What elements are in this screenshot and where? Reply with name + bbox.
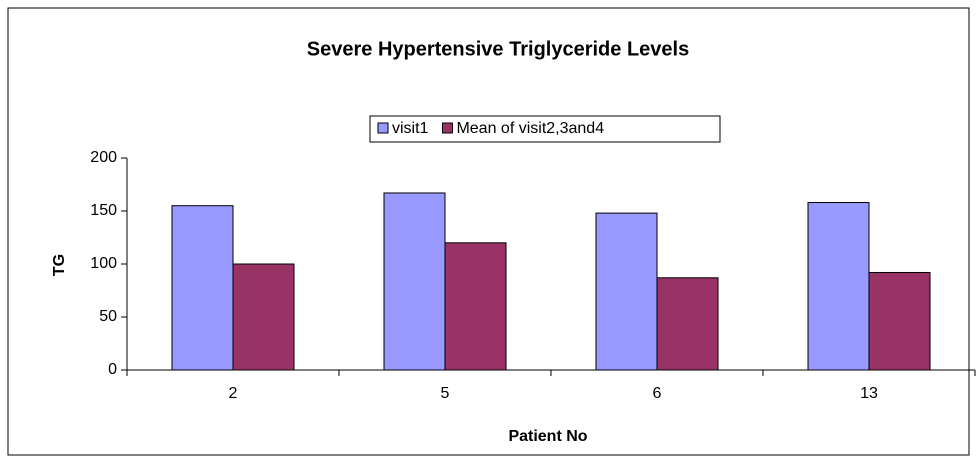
x-tick-label: 5 — [441, 385, 450, 402]
bar — [444, 242, 507, 371]
y-tick-label: 0 — [108, 361, 117, 378]
x-tick-label: 2 — [229, 385, 238, 402]
y-tick-label: 150 — [90, 202, 117, 219]
legend-swatch — [377, 122, 389, 134]
legend-label: visit1 — [392, 120, 429, 137]
x-axis-title: Patient No — [508, 428, 587, 445]
bar — [595, 212, 658, 371]
chart-title: Severe Hypertensive Triglyceride Levels — [307, 38, 689, 60]
x-tick-label: 13 — [860, 385, 878, 402]
bar — [232, 263, 295, 371]
bar — [383, 192, 446, 371]
legend-swatch — [441, 122, 453, 134]
y-axis-title: TG — [51, 254, 68, 276]
bar — [656, 277, 719, 371]
x-tick-label: 6 — [653, 385, 662, 402]
bar — [868, 271, 931, 371]
legend-box — [369, 115, 721, 143]
y-tick-label: 200 — [90, 149, 117, 166]
y-tick-label: 100 — [90, 255, 117, 272]
bar — [171, 205, 234, 371]
legend-label: Mean of visit2,3and4 — [456, 120, 604, 137]
y-tick-label: 50 — [99, 308, 117, 325]
bar — [807, 202, 870, 371]
